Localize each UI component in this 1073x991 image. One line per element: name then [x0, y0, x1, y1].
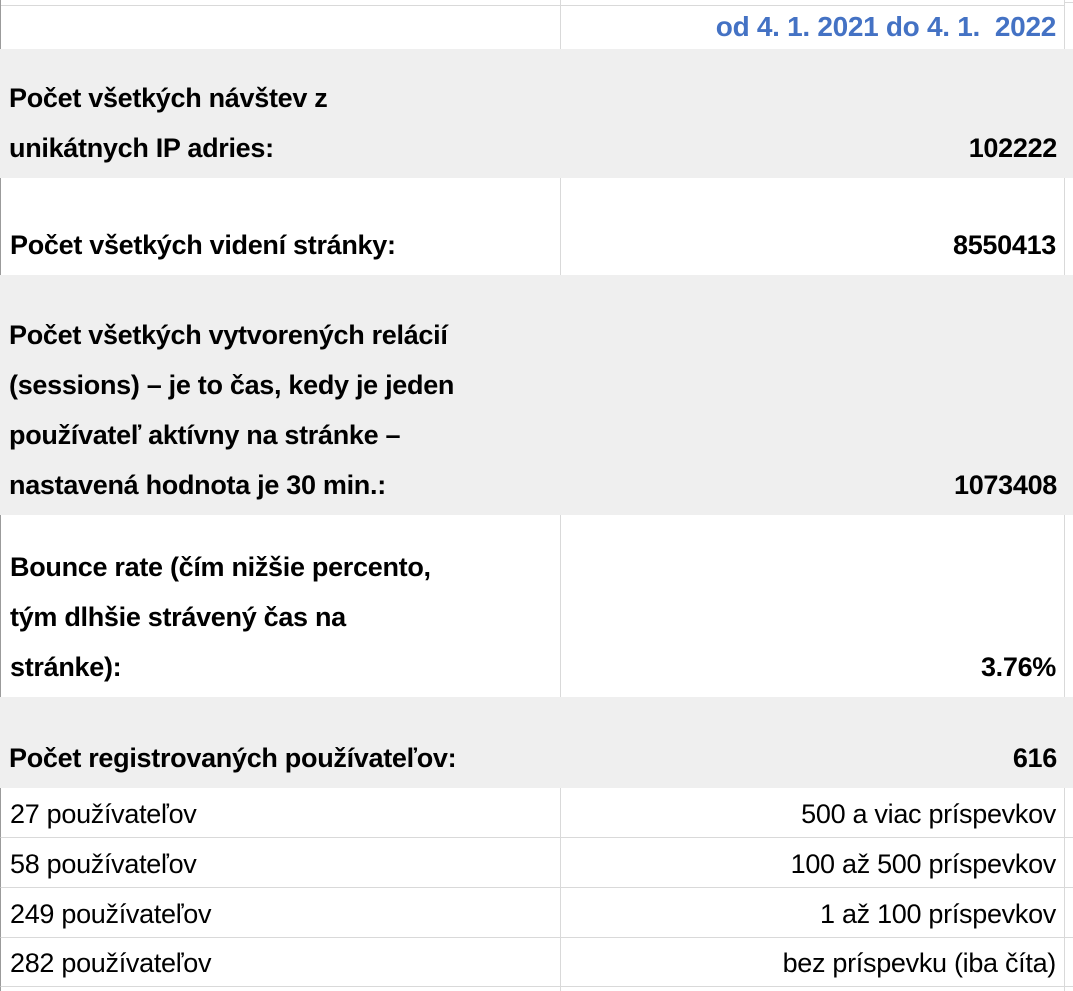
- stat-value-cell: 3.76%: [560, 515, 1065, 697]
- users-count-cell: 249 používateľov: [0, 888, 560, 938]
- stat-value: 616: [1012, 743, 1057, 773]
- posts-range: 1 až 100 príspevkov: [820, 899, 1056, 929]
- users-count-cell: 27 používateľov: [0, 788, 560, 838]
- stat-label: Počet všetkých videní stránky:: [10, 230, 396, 260]
- posts-range: 500 a viac príspevkov: [801, 799, 1056, 829]
- table-right-margin: [1065, 838, 1073, 888]
- stat-label: Počet všetkých vytvorených relácií (sess…: [9, 320, 455, 500]
- stat-label-cell: Bounce rate (čím nižšie percento, tým dl…: [0, 515, 560, 697]
- spacer-cell: [0, 987, 560, 991]
- users-count: 58 používateľov: [10, 849, 197, 879]
- breakdown-row: 249 používateľov 1 až 100 príspevkov: [0, 888, 1073, 938]
- stat-value: 102222: [968, 133, 1058, 163]
- stat-value: 1073408: [953, 470, 1057, 500]
- table-right-margin: [1065, 938, 1073, 987]
- users-count: 249 používateľov: [10, 899, 212, 929]
- breakdown-row: 27 používateľov 500 a viac príspevkov: [0, 788, 1073, 838]
- stat-row-sessions: Počet všetkých vytvorených relácií (sess…: [0, 275, 1073, 515]
- posts-range: 100 až 500 príspevkov: [790, 849, 1057, 879]
- stat-label-cell: Počet všetkých vytvorených relácií (sess…: [0, 275, 560, 515]
- table-right-margin: [1065, 178, 1073, 275]
- stat-label-cell: Počet registrovaných používateľov:: [0, 697, 560, 788]
- stat-row-page-views: Počet všetkých videní stránky: 8550413: [0, 178, 1073, 275]
- table-right-margin: [1065, 788, 1073, 838]
- header-row: od 4. 1. 2021 do 4. 1. 2022: [0, 3, 1073, 49]
- table-bottom-edge: [0, 987, 1073, 991]
- stat-row-unique-ip-visits: Počet všetkých návštev z unikátnych IP a…: [0, 49, 1073, 178]
- header-empty-cell: [0, 3, 560, 49]
- stat-value-cell: 102222: [560, 49, 1065, 178]
- stat-label: Bounce rate (čím nižšie percento, tým dl…: [10, 552, 431, 682]
- stat-label-cell: Počet všetkých videní stránky:: [0, 178, 560, 275]
- period-header-cell: od 4. 1. 2021 do 4. 1. 2022: [560, 3, 1065, 49]
- table-right-margin: [1065, 275, 1073, 515]
- table-right-margin: [1065, 49, 1073, 178]
- breakdown-row: 58 používateľov 100 až 500 príspevkov: [0, 838, 1073, 888]
- table-right-margin: [1065, 0, 1073, 3]
- stat-row-registered-users: Počet registrovaných používateľov: 616: [0, 697, 1073, 788]
- period-label: od 4. 1. 2021 do 4. 1. 2022: [715, 11, 1057, 42]
- table-right-margin: [1065, 3, 1073, 49]
- stat-value-cell: 8550413: [560, 178, 1065, 275]
- stat-label: Počet registrovaných používateľov:: [9, 743, 457, 773]
- stat-row-bounce-rate: Bounce rate (čím nižšie percento, tým dl…: [0, 515, 1073, 697]
- table-right-margin: [1065, 987, 1073, 991]
- posts-range-cell: 1 až 100 príspevkov: [560, 888, 1065, 938]
- posts-range-cell: 500 a viac príspevkov: [560, 788, 1065, 838]
- table-right-margin: [1065, 888, 1073, 938]
- spacer-cell: [560, 987, 1065, 991]
- stat-label-cell: Počet všetkých návštev z unikátnych IP a…: [0, 49, 560, 178]
- stat-value: 8550413: [952, 230, 1056, 260]
- stat-value-cell: 616: [560, 697, 1065, 788]
- stat-value-cell: 1073408: [560, 275, 1065, 515]
- users-count: 27 používateľov: [10, 799, 197, 829]
- posts-range-cell: 100 až 500 príspevkov: [560, 838, 1065, 888]
- users-count: 282 používateľov: [10, 948, 212, 978]
- breakdown-row: 282 používateľov bez príspevku (iba číta…: [0, 938, 1073, 987]
- stat-value: 3.76%: [980, 652, 1056, 682]
- table-right-margin: [1065, 515, 1073, 697]
- users-count-cell: 282 používateľov: [0, 938, 560, 987]
- table-right-margin: [1065, 697, 1073, 788]
- posts-range-cell: bez príspevku (iba číta): [560, 938, 1065, 987]
- stat-label: Počet všetkých návštev z unikátnych IP a…: [9, 83, 328, 163]
- users-count-cell: 58 používateľov: [0, 838, 560, 888]
- posts-range: bez príspevku (iba číta): [782, 948, 1057, 978]
